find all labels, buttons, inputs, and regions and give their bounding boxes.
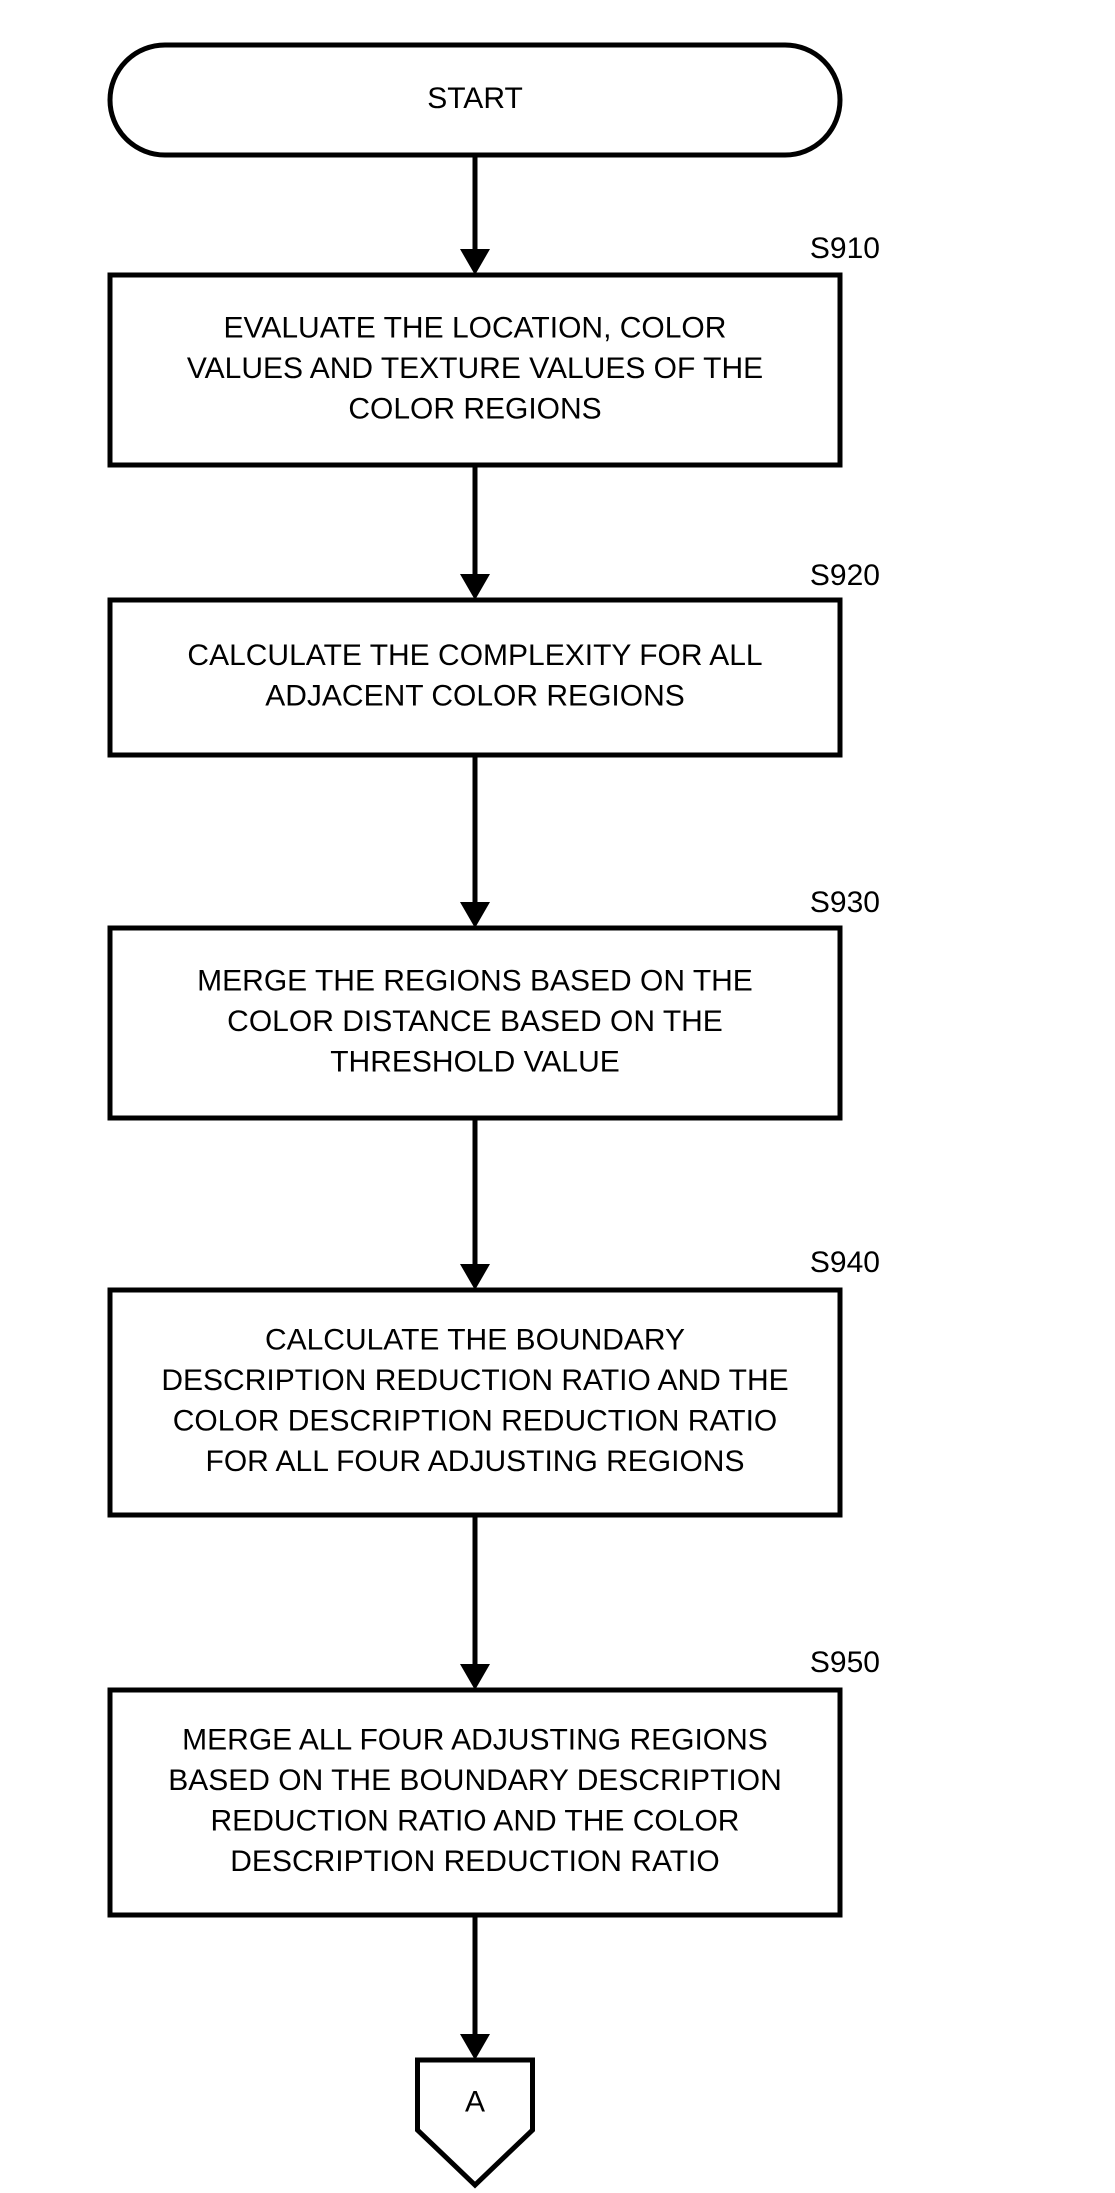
svg-text:THRESHOLD VALUE: THRESHOLD VALUE [330,1045,620,1078]
svg-text:START: START [427,82,523,115]
svg-text:CALCULATE THE BOUNDARY: CALCULATE THE BOUNDARY [265,1324,685,1357]
svg-text:BASED ON THE BOUNDARY DESCRIPT: BASED ON THE BOUNDARY DESCRIPTION [168,1764,781,1797]
process-S920 [110,600,840,755]
flowchart-diagram: START EVALUATE THE LOCATION, COLOR VALUES … [0,0,1115,2193]
step-label-S910: S910 [810,232,880,265]
offpage-connector [418,2060,533,2185]
svg-text:ADJACENT COLOR REGIONS: ADJACENT COLOR REGIONS [265,680,685,713]
svg-text:FOR ALL FOUR ADJUSTING REGIONS: FOR ALL FOUR ADJUSTING REGIONS [206,1445,745,1478]
step-label-S950: S950 [810,1646,880,1679]
svg-text:COLOR DISTANCE BASED ON THE: COLOR DISTANCE BASED ON THE [227,1005,723,1038]
svg-text:VALUES AND TEXTURE VALUES OF T: VALUES AND TEXTURE VALUES OF THE [187,352,763,385]
svg-text:CALCULATE THE COMPLEXITY FOR A: CALCULATE THE COMPLEXITY FOR ALL [187,639,762,672]
step-label-S930: S930 [810,886,880,919]
svg-text:MERGE ALL FOUR ADJUSTING REGIO: MERGE ALL FOUR ADJUSTING REGIONS [182,1724,768,1757]
svg-text:A: A [465,2085,485,2118]
svg-text:COLOR DESCRIPTION REDUCTION RA: COLOR DESCRIPTION REDUCTION RATIO [173,1405,777,1438]
svg-text:COLOR REGIONS: COLOR REGIONS [348,392,601,425]
svg-text:DESCRIPTION REDUCTION RATIO: DESCRIPTION REDUCTION RATIO [230,1845,719,1878]
svg-text:REDUCTION RATIO AND THE COLOR: REDUCTION RATIO AND THE COLOR [211,1805,740,1838]
svg-text:EVALUATE THE LOCATION, COLOR: EVALUATE THE LOCATION, COLOR [224,311,727,344]
step-label-S940: S940 [810,1246,880,1279]
svg-text:MERGE THE REGIONS BASED ON THE: MERGE THE REGIONS BASED ON THE [197,964,753,997]
svg-text:DESCRIPTION REDUCTION RATIO AN: DESCRIPTION REDUCTION RATIO AND THE [161,1364,788,1397]
step-label-S920: S920 [810,559,880,592]
